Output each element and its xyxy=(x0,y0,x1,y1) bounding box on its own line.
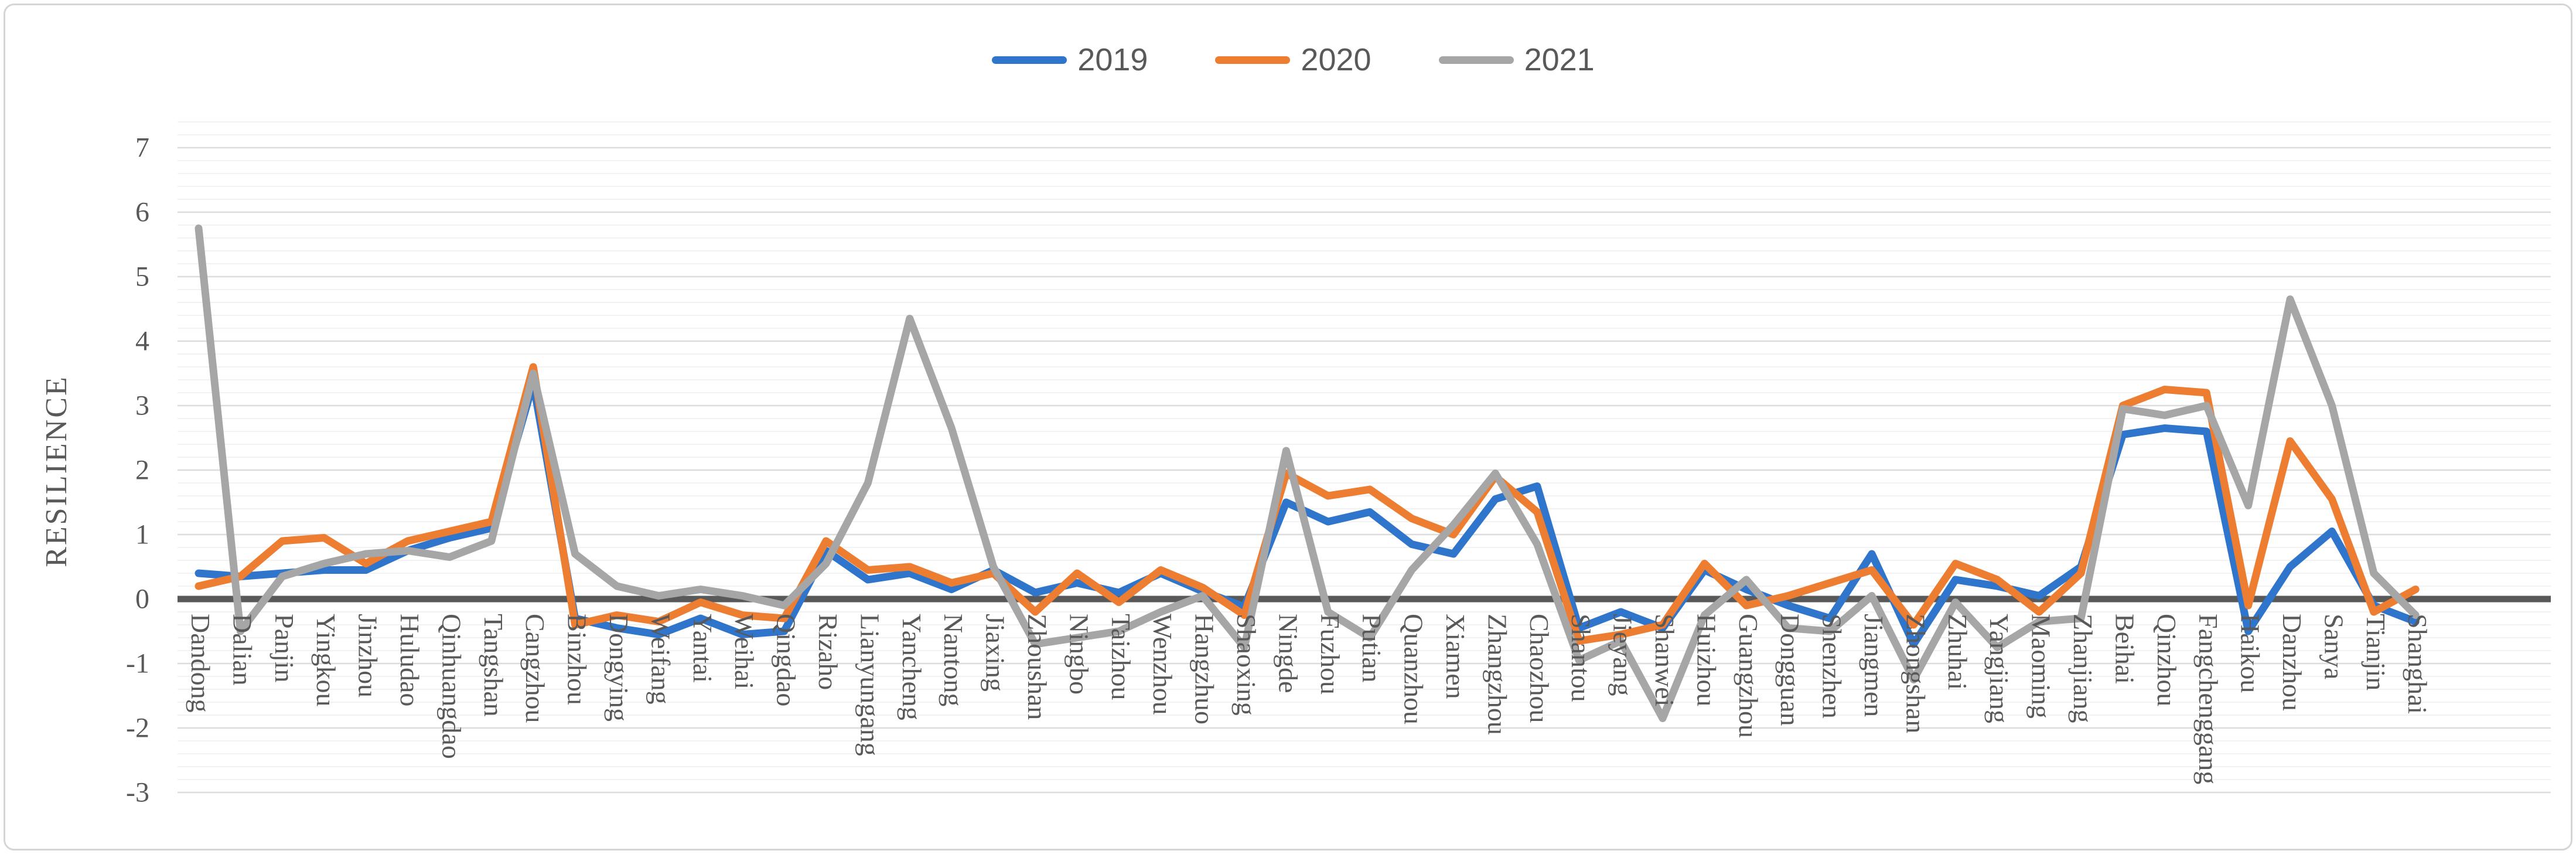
x-category-label: Wenzhou xyxy=(1148,614,1178,715)
x-category-label: Putian xyxy=(1357,614,1387,683)
y-tick-label: 5 xyxy=(135,261,149,292)
y-tick-label: 6 xyxy=(135,197,149,228)
x-category-label: Jinzhou xyxy=(353,614,383,698)
x-category-label: Ningde xyxy=(1273,614,1303,693)
x-category-label: Shantou xyxy=(1566,614,1596,702)
x-category-label: Zhuhai xyxy=(1943,614,1973,690)
x-category-label: Hangzhuo xyxy=(1190,614,1220,724)
x-category-label: Fuzhou xyxy=(1315,614,1345,695)
x-category-label: Dalian xyxy=(227,614,257,686)
x-category-label: Chaozhou xyxy=(1524,614,1554,723)
x-category-label: Dongying xyxy=(604,614,634,722)
series-line-2021 xyxy=(195,224,2420,722)
x-category-label: Shanghai xyxy=(2403,614,2432,714)
x-category-label: Yancheng xyxy=(897,614,927,720)
x-category-label: Taizhou xyxy=(1106,614,1136,700)
y-tick-label: -1 xyxy=(126,648,149,679)
x-category-label: Danzhou xyxy=(2277,614,2307,711)
y-axis-tick-labels: 7 6 5 4 3 2 1 0 -1 -2 -3 xyxy=(126,132,149,808)
x-category-label: Tangshan xyxy=(479,614,509,717)
x-category-label: Yingkou xyxy=(311,614,341,706)
x-category-label: Dandong xyxy=(186,614,216,713)
x-category-label: Shaoxing xyxy=(1231,614,1261,716)
x-category-label: Tianjin xyxy=(2361,614,2391,690)
legend-item-2020: 2020 xyxy=(1215,42,1371,78)
x-category-label: Zhoushan xyxy=(1022,614,1052,720)
series-lines xyxy=(195,224,2420,722)
x-category-label: Zhongshan xyxy=(1901,614,1930,733)
y-axis-title: RESILIENCE xyxy=(40,375,73,567)
x-category-label: Weihai xyxy=(729,614,759,689)
x-category-label: Dongguan xyxy=(1775,614,1805,726)
x-category-label: Shenzhen xyxy=(1817,614,1847,719)
x-category-label: Huizhou xyxy=(1691,614,1721,706)
y-tick-label: 2 xyxy=(135,455,149,486)
x-category-label: Weifang xyxy=(646,614,675,705)
x-category-label: Panjin xyxy=(269,614,299,683)
x-category-label: Jieyang xyxy=(1608,614,1638,696)
x-category-label: Qinhuangdao xyxy=(436,614,466,759)
legend-item-2019: 2019 xyxy=(992,42,1148,78)
legend-label: 2019 xyxy=(1077,42,1148,77)
x-category-label: Jiaxing xyxy=(981,614,1011,692)
y-tick-label: 3 xyxy=(135,390,149,421)
x-category-label: Zhangzhou xyxy=(1482,614,1512,735)
x-category-label: Sanya xyxy=(2319,614,2349,679)
x-category-label: Lianyungang xyxy=(855,614,885,756)
x-category-label: Cangzhou xyxy=(520,614,550,723)
x-category-label: Zhanjiang xyxy=(2068,614,2098,723)
x-category-label: Beihai xyxy=(2110,614,2140,684)
x-category-label: Ningbo xyxy=(1064,614,1094,695)
legend-line-swatch xyxy=(1215,56,1291,64)
x-category-label: Fangchenggang xyxy=(2193,614,2223,784)
x-category-label: Quanzhou xyxy=(1399,614,1429,724)
x-category-label: Maoming xyxy=(2026,614,2056,719)
x-category-label: Rizaho xyxy=(813,614,843,690)
y-tick-label: -2 xyxy=(126,713,149,744)
y-tick-label: 0 xyxy=(135,584,149,615)
chart-legend: 2019 2020 2021 xyxy=(5,42,2571,78)
x-category-label: Jiangmen xyxy=(1859,614,1889,717)
legend-line-swatch xyxy=(1438,56,1514,64)
x-category-label: Yangjiang xyxy=(1984,614,2014,723)
legend-label: 2021 xyxy=(1524,42,1595,77)
series-line-2020 xyxy=(195,363,2420,645)
legend-item-2021: 2021 xyxy=(1438,42,1595,78)
x-category-label: Haikou xyxy=(2236,614,2265,693)
x-category-label: Qingdao xyxy=(772,614,801,706)
resilience-line-chart: 7 6 5 4 3 2 1 0 -1 -2 -3 Dandong Dalian Panjin Yingko… xyxy=(40,121,2551,808)
x-category-label: Guangzhou xyxy=(1734,614,1763,738)
chart-figure: 7 6 5 4 3 2 1 0 -1 -2 -3 Dandong Dalian Panjin Yingko… xyxy=(4,4,2572,850)
y-tick-label: 4 xyxy=(135,326,149,357)
x-category-label: Qinzhou xyxy=(2152,614,2182,706)
y-tick-label: 1 xyxy=(135,519,149,550)
x-category-label: Xiamen xyxy=(1441,614,1470,699)
x-category-label: Binzhou xyxy=(562,614,592,705)
x-category-label: Shanwei xyxy=(1650,614,1680,706)
x-category-label: Huludao xyxy=(395,614,425,706)
y-tick-label: -3 xyxy=(126,777,149,808)
legend-line-swatch xyxy=(992,56,1067,64)
x-category-label: Yantai xyxy=(688,614,718,683)
x-category-label: Nantong xyxy=(939,614,968,706)
y-tick-label: 7 xyxy=(135,132,149,164)
x-axis-category-labels: Dandong Dalian Panjin Yingkou Jinzhou Huludao… xyxy=(186,614,2432,784)
legend-label: 2020 xyxy=(1301,42,1371,77)
